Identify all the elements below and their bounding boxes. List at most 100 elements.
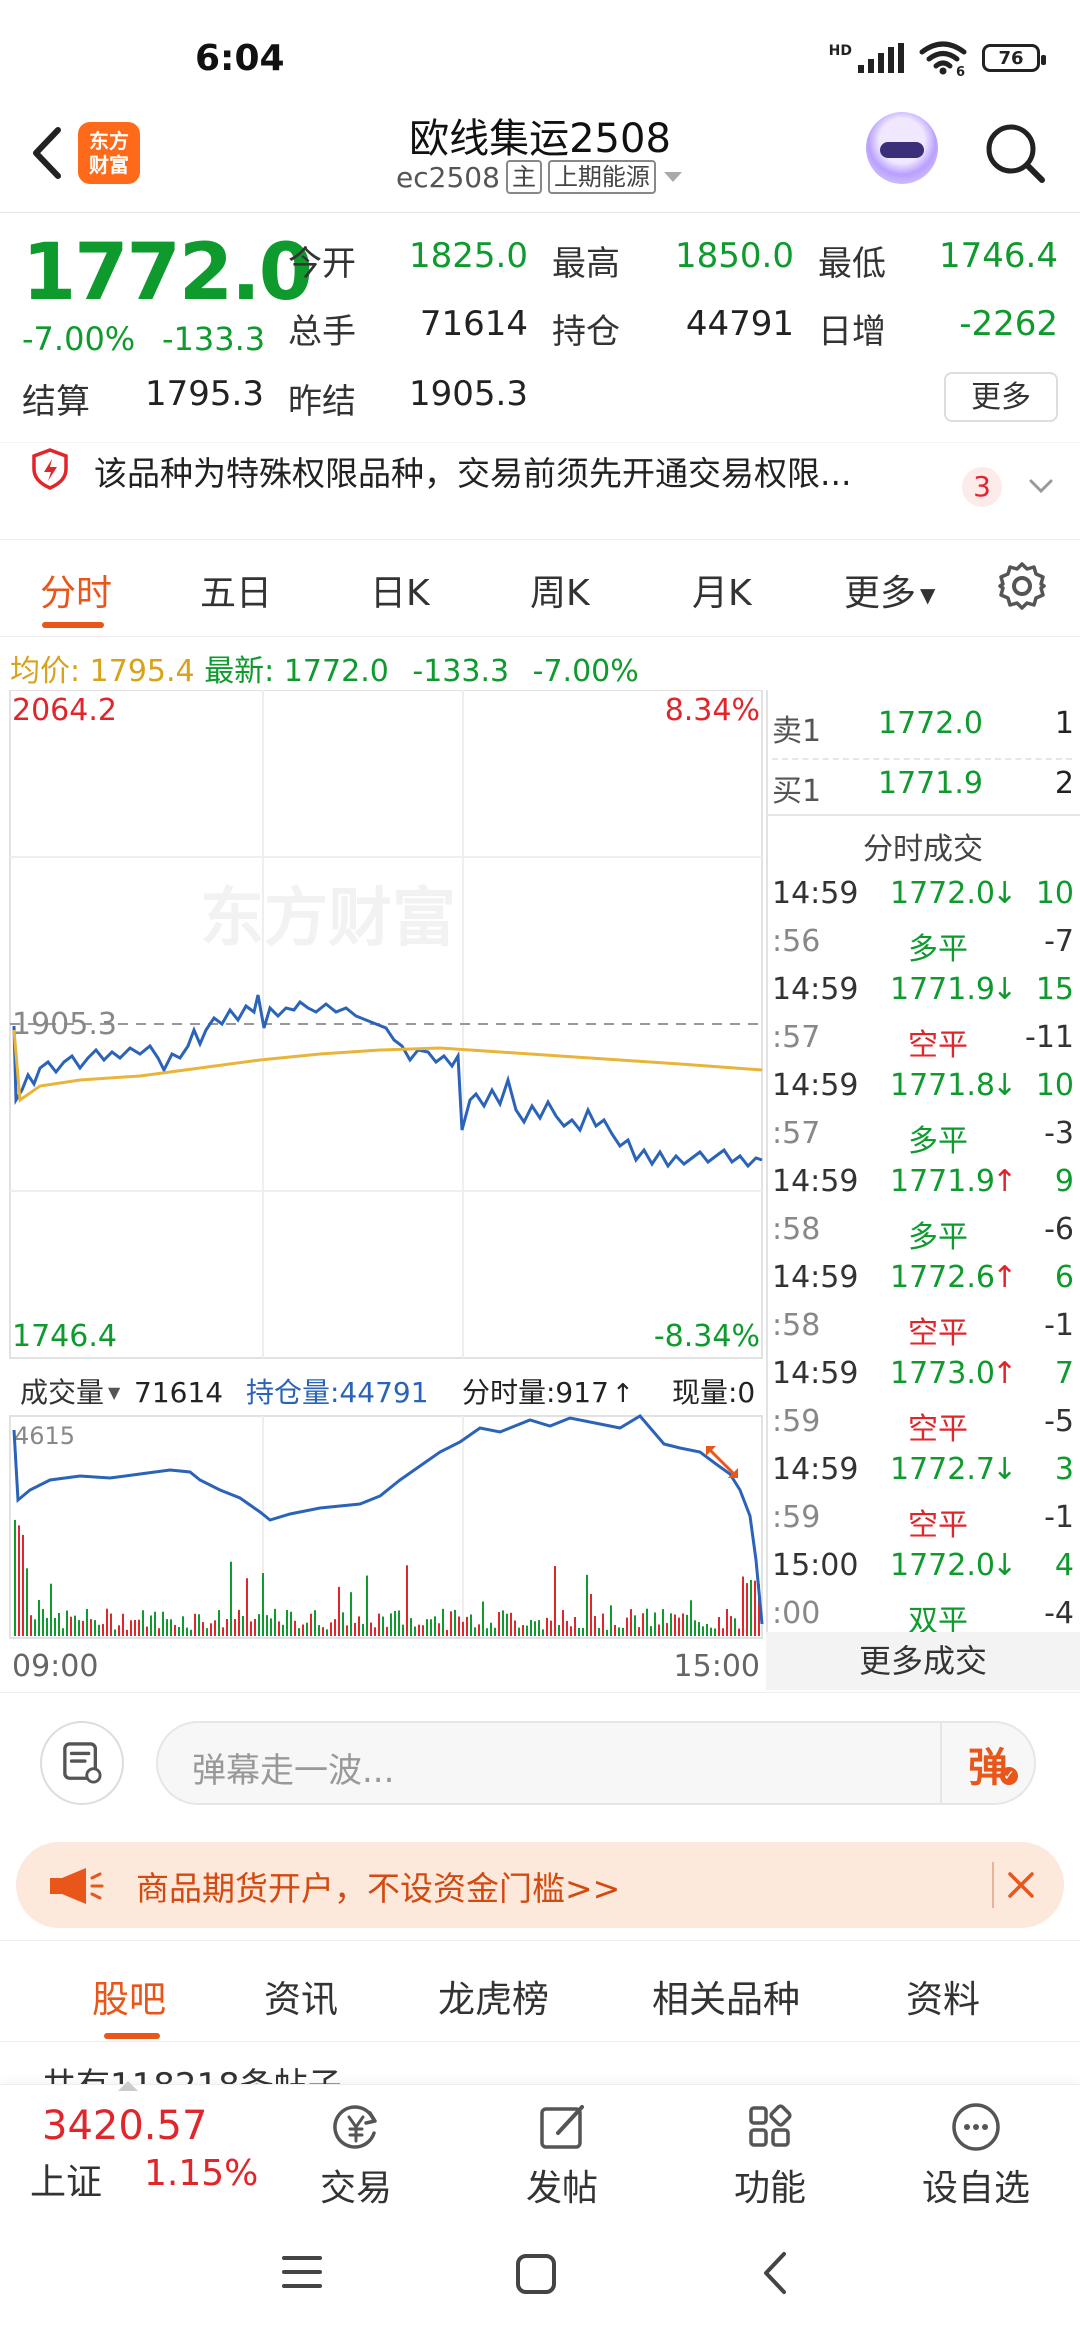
volume-bar <box>42 1608 44 1636</box>
volume-bars <box>14 1519 760 1636</box>
close-icon[interactable] <box>992 1862 1040 1908</box>
trade-qty: 10 <box>1035 876 1074 911</box>
volume-bar <box>758 1584 760 1636</box>
volume-bar <box>530 1620 532 1636</box>
tab-dragon-tiger[interactable]: 龙虎榜 <box>438 1978 549 2021</box>
bid-1-label: 买1 <box>772 774 822 809</box>
chevron-down-icon[interactable] <box>1026 471 1056 501</box>
more-trades-button[interactable]: 更多成交 <box>766 1632 1080 1690</box>
volume-bar <box>82 1620 84 1636</box>
change-amount: -133.3 <box>162 320 266 358</box>
volume-bar <box>218 1610 220 1636</box>
bid-1-qty: 2 <box>1054 766 1074 801</box>
menu-icon[interactable] <box>280 2252 324 2292</box>
trade-qty: -11 <box>1025 1020 1074 1055</box>
page-title: 欧线集运2508 <box>409 116 671 162</box>
volume-bar <box>142 1610 144 1636</box>
trade-value: 空平 <box>908 1316 968 1351</box>
tab-news[interactable]: 资讯 <box>264 1978 338 2021</box>
svg-text:6: 6 <box>956 65 965 76</box>
volume-bar <box>510 1612 512 1636</box>
tab-weekly-k[interactable]: 周K <box>530 573 590 614</box>
volume-bar <box>122 1613 124 1636</box>
back-nav-icon[interactable] <box>756 2250 796 2296</box>
comment-settings-icon[interactable] <box>40 1721 124 1805</box>
volume-bar <box>570 1626 572 1636</box>
volume-bar <box>306 1622 308 1636</box>
volume-bar <box>238 1609 240 1636</box>
trade-time: :59 <box>772 1404 821 1439</box>
ask-1-price: 1772.0 <box>878 706 983 741</box>
nav-post[interactable]: 发帖 <box>492 2099 632 2211</box>
volume-bar <box>270 1618 272 1636</box>
volume-bar <box>562 1610 564 1636</box>
trade-row: :57 多平 -3 <box>766 1110 1080 1159</box>
more-dots-icon <box>952 2103 1000 2151</box>
volume-bar <box>666 1623 668 1636</box>
tab-guba[interactable]: 股吧 <box>92 1978 166 2021</box>
intraday-stats-line: 均价: 1795.4 最新: 1772.0 -133.3 -7.00% <box>10 646 639 690</box>
trade-qty: -5 <box>1044 1404 1074 1439</box>
trade-qty: 9 <box>1054 1164 1074 1199</box>
nav-trade[interactable]: 交易 <box>286 2099 426 2211</box>
main-contract-tag: 主 <box>505 160 542 194</box>
trade-value: 多平 <box>908 1220 968 1255</box>
tab-profile[interactable]: 资料 <box>906 1978 980 2021</box>
volume-bar <box>498 1612 500 1636</box>
up-arrow-icon: ↑ <box>612 1379 634 1409</box>
avg-price-value: 1795.4 <box>89 654 195 689</box>
permission-notice[interactable]: 该品种为特殊权限品种，交易前须先开通交易权限... 3 <box>0 442 1080 540</box>
trade-qty: 7 <box>1054 1356 1074 1391</box>
volume-bar <box>294 1620 296 1636</box>
trade-time: :58 <box>772 1212 821 1247</box>
app-logo[interactable]: 东方 财富 <box>78 122 140 184</box>
intraday-chart[interactable]: 东方财富 2064.2 8.34% 1905.3 1746.4 -8.34% 成… <box>0 690 1080 1690</box>
volume-bar <box>258 1614 260 1636</box>
volume-bar <box>350 1592 352 1636</box>
nav-add-watchlist-label: 设自选 <box>921 2168 1030 2209</box>
nav-features[interactable]: 功能 <box>700 2099 840 2211</box>
nav-add-watchlist[interactable]: 设自选 <box>906 2099 1046 2211</box>
trade-arrow: ↓ <box>992 1452 1018 1487</box>
back-button[interactable] <box>20 118 80 188</box>
quote-panel: 1772.0 -7.00% -133.3 今开 1825.0 最高 1850.0… <box>0 212 1080 442</box>
volume-bar <box>346 1625 348 1636</box>
volume-bar <box>78 1620 80 1636</box>
expand-icon[interactable] <box>706 1446 738 1478</box>
contract-subtitle[interactable]: ec2508 主 上期能源 <box>0 160 1080 194</box>
tab-daily-k[interactable]: 日K <box>370 573 430 614</box>
volume-bar <box>94 1620 96 1636</box>
bottom-bar: 3420.57 上证 1.15% 交易 发帖 功能 设自选 <box>0 2081 1080 2211</box>
volume-bar <box>262 1573 264 1636</box>
trade-row: :00 双平 -4 <box>766 1590 1080 1639</box>
volume-bar <box>334 1619 336 1636</box>
volume-bar <box>34 1619 36 1636</box>
tab-monthly-k[interactable]: 月K <box>692 573 752 614</box>
index-value[interactable]: 3420.57 <box>42 2103 208 2149</box>
danmu-send-button[interactable]: 弹 ✓ <box>940 1721 1038 1805</box>
volume-bar <box>690 1600 692 1636</box>
megaphone-icon <box>50 1868 104 1904</box>
search-icon[interactable] <box>982 120 1048 186</box>
volume-bar <box>490 1622 492 1636</box>
volume-bar <box>622 1627 624 1636</box>
gear-icon[interactable] <box>996 560 1048 612</box>
tab-intraday[interactable]: 分时 <box>40 573 113 614</box>
more-quote-button[interactable]: 更多 <box>944 372 1058 422</box>
tab-more[interactable]: 更多 ▼ <box>844 564 935 616</box>
volume-bar <box>174 1624 176 1636</box>
danmu-bar: 弹幕走一波... 弹 ✓ <box>0 1692 1080 1829</box>
tab-five-day[interactable]: 五日 <box>200 573 273 614</box>
tab-related[interactable]: 相关品种 <box>652 1978 800 2021</box>
volume-bar <box>598 1627 600 1636</box>
volume-bar <box>406 1565 408 1636</box>
volume-selector[interactable]: 成交量 <box>20 1376 104 1409</box>
danmu-input[interactable] <box>156 1721 1036 1805</box>
daily-increase-value: -2262 <box>959 304 1058 344</box>
volume-bar <box>438 1623 440 1636</box>
volume-bar <box>354 1622 356 1636</box>
volume-bar <box>58 1612 60 1636</box>
volume-bar <box>278 1621 280 1636</box>
home-icon[interactable] <box>514 2252 558 2296</box>
account-promo-banner[interactable]: 商品期货开户，不设资金门槛>> <box>16 1842 1064 1928</box>
